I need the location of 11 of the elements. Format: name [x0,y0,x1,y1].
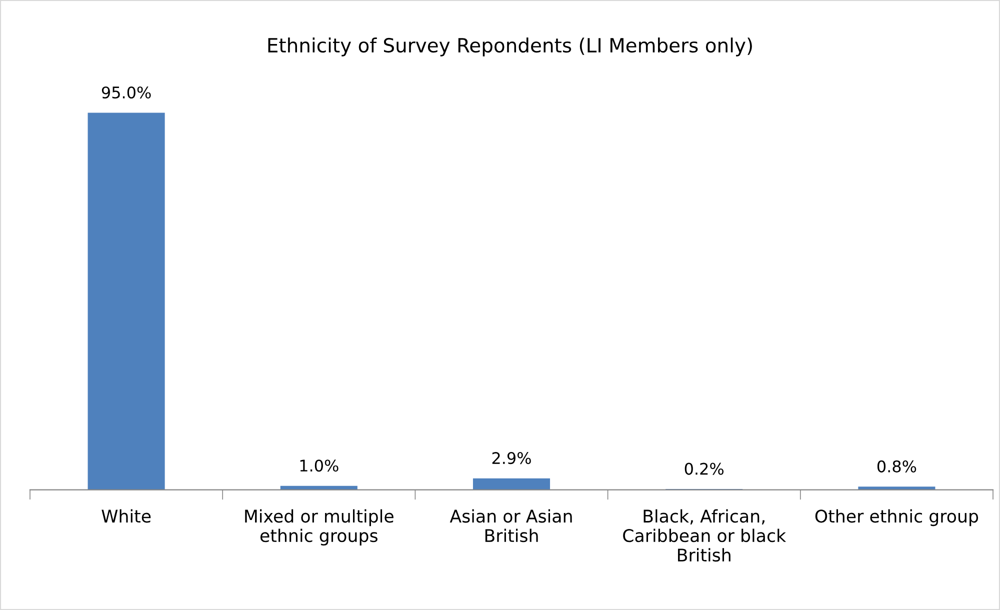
data-label: 1.0% [300,460,338,472]
data-label: 0.8% [877,460,916,472]
chart-title: Ethnicity of Survey Repondents (LI Members only) [268,38,752,56]
x-tick-label: Asian or Asian British [450,509,572,542]
data-label: 0.2% [684,462,724,475]
data-label: 95.0% [102,86,151,99]
x-tick-label: Other ethnic group [815,509,978,526]
x-tick-label: White [102,509,151,523]
data-label: 2.9% [492,452,531,464]
x-tick-label: Mixed or multiple ethnic groups [245,509,394,546]
x-tick-label: Black, African, Caribbean or black British [623,509,786,562]
